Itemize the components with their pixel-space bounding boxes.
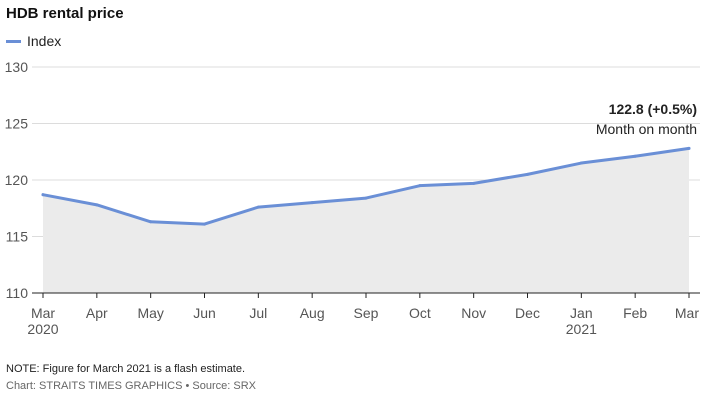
data-point (579, 161, 583, 165)
x-tick-label: Dec (515, 305, 540, 321)
y-tick-label: 120 (5, 172, 29, 188)
x-tick-label: Jun (193, 305, 216, 321)
x-tick-label: Oct (409, 305, 431, 321)
footnote: NOTE: Figure for March 2021 is a flash e… (6, 363, 246, 375)
x-tick-label: Nov (461, 305, 486, 321)
x-tick-label: Mar (675, 305, 699, 321)
x-tick-label: May (137, 305, 163, 321)
data-point (310, 201, 314, 205)
x-tick-label: Jan (570, 305, 593, 321)
data-point (364, 196, 368, 200)
data-point (149, 220, 153, 224)
data-point (526, 172, 529, 176)
y-tick-label: 130 (5, 59, 29, 75)
data-point (95, 203, 99, 207)
legend: Index (6, 33, 61, 49)
x-tick-label: Apr (86, 305, 108, 321)
y-tick-label: 125 (5, 116, 29, 132)
data-point (418, 184, 422, 188)
data-point (687, 146, 691, 150)
area-fill (43, 148, 689, 293)
legend-label: Index (27, 33, 62, 49)
x-tick-label: Feb (623, 305, 647, 321)
annotation-value: 122.8 (+0.5%) (609, 101, 697, 117)
data-point (203, 222, 206, 226)
x-year-label: 2020 (27, 321, 58, 337)
data-point (633, 154, 637, 158)
x-tick-label: Jul (249, 305, 267, 321)
source-credit: Chart: STRAITS TIMES GRAPHICS • Source: … (6, 380, 256, 392)
data-point (41, 193, 45, 197)
x-tick-label: Sep (354, 305, 379, 321)
x-tick-label: Aug (300, 305, 325, 321)
legend-swatch (6, 39, 21, 43)
data-point (256, 205, 260, 209)
annotation-text: Month on month (596, 121, 697, 137)
chart-title: HDB rental price (6, 5, 124, 22)
y-tick-label: 115 (6, 229, 29, 245)
x-tick-label: Mar (31, 305, 55, 321)
y-tick-label: 110 (6, 285, 29, 301)
x-year-label: 2021 (566, 321, 597, 337)
data-point (472, 181, 476, 185)
